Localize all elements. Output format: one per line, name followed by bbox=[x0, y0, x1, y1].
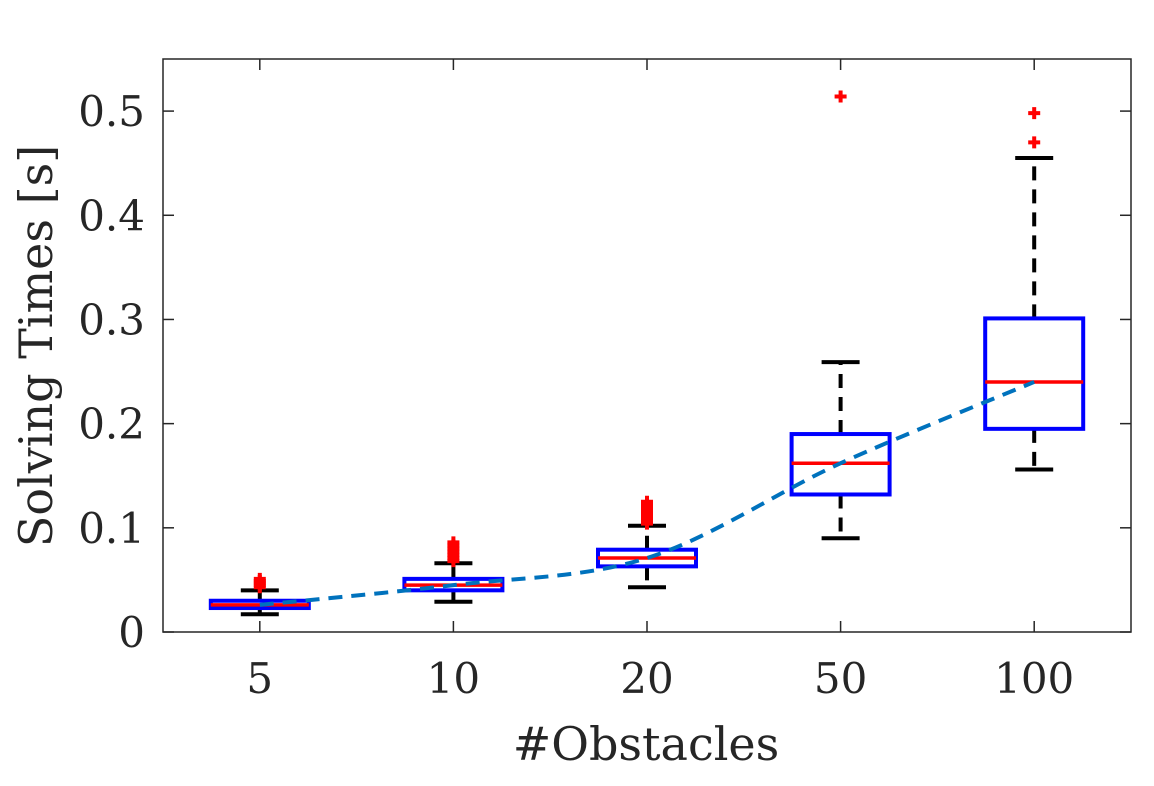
y-tick-label: 0.3 bbox=[78, 295, 145, 344]
outlier-marker bbox=[447, 536, 460, 549]
ticks-layer: 0 0.1 0.2 0.3 0.4 0.5 5 10 20 50 100 bbox=[78, 59, 1131, 703]
y-tick-label: 0.4 bbox=[78, 191, 145, 240]
boxes-layer bbox=[208, 90, 1086, 617]
x-tick-label: 10 bbox=[427, 654, 480, 703]
box-50 bbox=[789, 90, 892, 541]
x-tick-label: 50 bbox=[814, 654, 867, 703]
y-tick-label: 0.1 bbox=[78, 504, 145, 553]
box-5 bbox=[208, 572, 311, 617]
box-100 bbox=[983, 107, 1086, 472]
box-10 bbox=[402, 536, 505, 604]
outlier-marker bbox=[834, 90, 847, 103]
outlier-marker bbox=[641, 495, 653, 508]
outlier-marker bbox=[253, 572, 266, 585]
iqr-box bbox=[983, 316, 1086, 431]
outlier-marker bbox=[1028, 107, 1041, 120]
x-tick-label: 5 bbox=[246, 654, 273, 703]
x-axis-title: #Obstacles bbox=[513, 717, 780, 771]
x-tick-label: 100 bbox=[994, 654, 1074, 703]
box-20 bbox=[596, 495, 698, 590]
x-tick-label: 20 bbox=[620, 654, 673, 703]
y-tick-label: 0.2 bbox=[78, 400, 145, 449]
y-tick-label: 0.5 bbox=[78, 87, 145, 136]
y-tick-label: 0 bbox=[118, 608, 145, 657]
y-axis-title: Solving Times [s] bbox=[9, 145, 63, 547]
outlier-marker bbox=[1028, 136, 1041, 149]
